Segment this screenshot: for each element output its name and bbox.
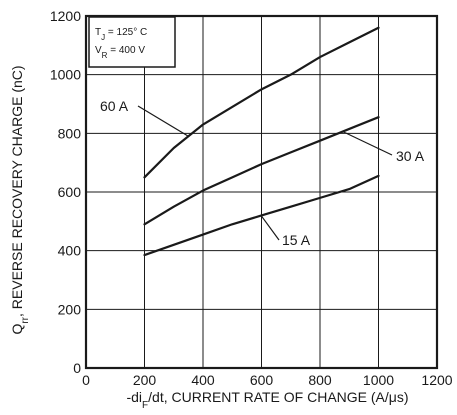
condition-tj-sub: J [101, 33, 105, 42]
condition-vr: VR = 400 V [95, 45, 145, 60]
plot-frame [84, 14, 439, 370]
x-tick-label: 1000 [363, 372, 394, 388]
grid-layer [86, 16, 437, 368]
series-label-60a: 60 A [100, 98, 129, 114]
series-line-30a [143, 116, 380, 226]
y-axis-title-part: Q [9, 324, 25, 335]
series-callout-leader [261, 215, 280, 241]
condition-tj-value: = 125° C [105, 27, 147, 38]
x-tick-label: 200 [133, 372, 157, 388]
x-tick-label: 600 [250, 372, 274, 388]
x-tick-label: 400 [191, 372, 215, 388]
condition-vr-sub: R [102, 51, 108, 60]
y-tick-label: 400 [58, 243, 82, 259]
series-callout-leader [343, 131, 393, 156]
x-tick-label: 0 [82, 372, 90, 388]
frame-layer [84, 14, 439, 370]
y-tick-label: 1200 [50, 8, 81, 24]
x-axis-title-sub: F [142, 400, 148, 411]
x-tick-label: 800 [308, 372, 332, 388]
conditions-box: TJ = 125° C VR = 400 V [88, 16, 176, 68]
x-tick-label: 1200 [421, 372, 452, 388]
condition-tj-symbol: T [95, 27, 101, 38]
x-axis-title-part: -di [126, 389, 142, 405]
y-tick-label: 800 [58, 125, 82, 141]
label-layer: 0 200 400 600 800 1000 1200 0 200 400 600 800 1000 12… [9, 8, 453, 411]
x-axis-title: -diF/dt, CURRENT RATE OF CHANGE (A/μs) [126, 389, 408, 411]
condition-tj: TJ = 125° C [95, 27, 147, 42]
conditions-box-border [88, 16, 176, 68]
series-line-60a [143, 26, 380, 179]
y-tick-label: 1000 [50, 67, 81, 83]
condition-vr-symbol: V [95, 45, 102, 56]
y-axis-title-sub: rr [20, 316, 31, 323]
series-label-30a: 30 A [396, 148, 425, 164]
series-line-15a [143, 174, 380, 257]
series-label-15a: 15 A [282, 232, 311, 248]
x-axis-title-part: /dt, CURRENT RATE OF CHANGE (A/μs) [148, 389, 408, 405]
y-tick-label: 0 [73, 360, 81, 376]
y-axis-title-part: , REVERSE RECOVERY CHARGE (nC) [9, 65, 25, 317]
y-tick-label: 600 [58, 184, 82, 200]
y-axis-title: Qrr, REVERSE RECOVERY CHARGE (nC) [9, 65, 31, 334]
series-callout-leader [137, 105, 189, 137]
y-tick-label: 200 [58, 301, 82, 317]
condition-vr-value: = 400 V [107, 45, 145, 56]
series-layer [143, 26, 380, 257]
